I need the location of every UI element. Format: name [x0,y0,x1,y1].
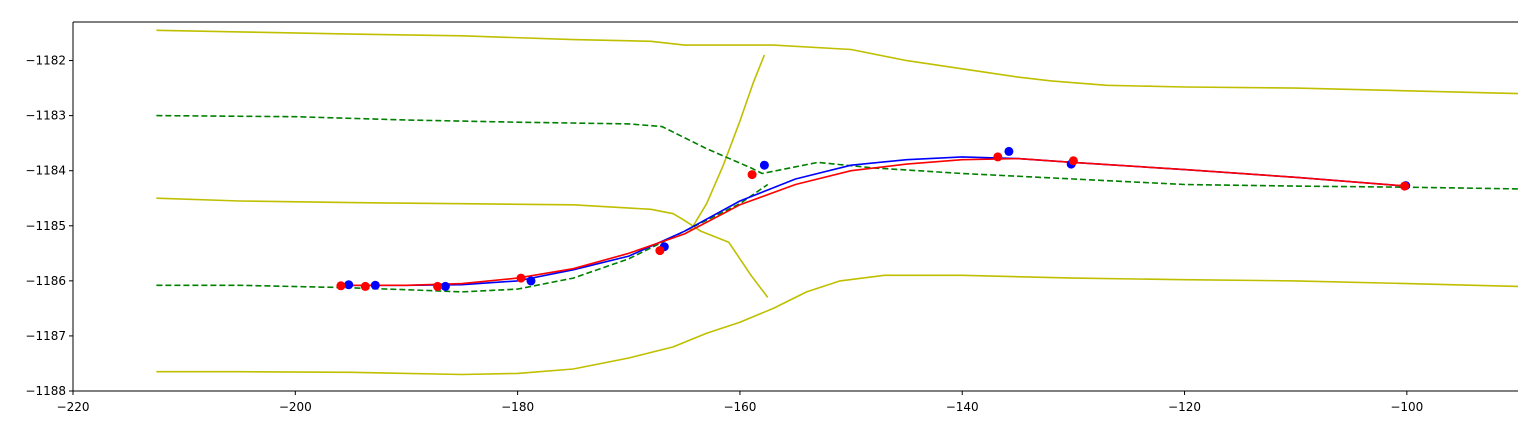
series-line-7 [339,157,1407,287]
x-ticks: −220 −200 −180 −160 −140 −120 −100 [57,391,1423,414]
x-tick-label: −100 [1390,400,1423,414]
series-layer [156,29,1518,376]
data-point-0-3 [526,276,536,286]
data-point-0-1 [370,280,380,290]
series-line-1 [156,197,769,298]
series-line-0 [156,29,1518,95]
data-point-1-2 [433,281,443,291]
y-tick-label: −1188 [25,384,66,398]
series-line-2 [156,274,1518,376]
data-point-0-5 [759,160,769,170]
x-tick-label: −140 [946,400,979,414]
data-point-0-0 [344,280,354,290]
x-tick-label: −180 [501,400,534,414]
x-tick-label: −200 [279,400,312,414]
series-line-3 [689,54,766,232]
data-point-1-1 [360,281,370,291]
data-point-1-8 [1400,181,1410,191]
x-tick-label: −220 [57,400,90,414]
data-point-1-4 [655,246,665,256]
y-tick-label: −1183 [25,109,66,123]
y-tick-label: −1186 [25,274,66,288]
y-tick-label: −1184 [25,164,66,178]
data-point-1-7 [1068,156,1078,166]
data-point-1-6 [993,152,1003,162]
y-ticks: −1188 −1187 −1186 −1185 −1184 −1183 −1182 [25,54,73,398]
data-point-1-3 [516,273,526,283]
data-point-1-5 [747,170,757,180]
y-tick-label: −1187 [25,329,66,343]
data-point-0-2 [440,281,450,291]
data-point-0-6 [1004,146,1014,156]
series-line-6 [339,156,1407,287]
x-tick-label: −120 [1168,400,1201,414]
y-tick-label: −1182 [25,54,66,68]
data-point-1-0 [336,281,346,291]
x-tick-label: −160 [723,400,756,414]
points-layer [336,146,1411,291]
series-line-4 [156,114,1518,190]
y-tick-label: −1185 [25,219,66,233]
